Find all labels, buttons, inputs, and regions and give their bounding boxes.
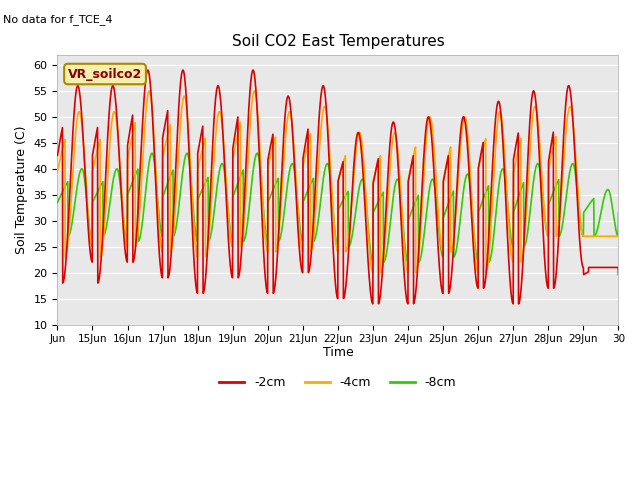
Text: No data for f_TCE_4: No data for f_TCE_4 (3, 14, 113, 25)
X-axis label: Time: Time (323, 346, 353, 359)
Y-axis label: Soil Temperature (C): Soil Temperature (C) (15, 125, 28, 254)
Text: VR_soilco2: VR_soilco2 (68, 68, 142, 81)
Title: Soil CO2 East Temperatures: Soil CO2 East Temperatures (232, 34, 444, 49)
Legend: -2cm, -4cm, -8cm: -2cm, -4cm, -8cm (214, 371, 461, 394)
